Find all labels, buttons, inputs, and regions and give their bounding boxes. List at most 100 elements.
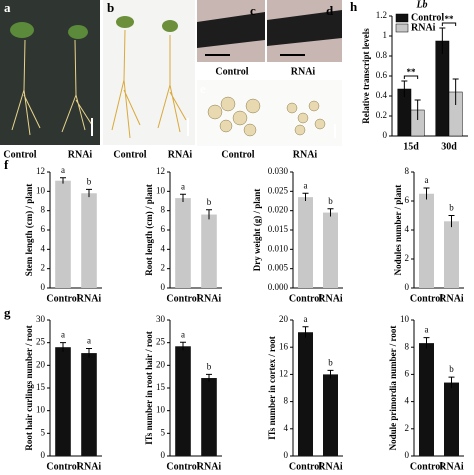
x-tick-label: 30d bbox=[441, 141, 457, 152]
y-tick-label: 12 bbox=[156, 166, 165, 176]
legend-label: Control bbox=[411, 12, 444, 23]
error-bar bbox=[448, 376, 455, 388]
leaf bbox=[10, 22, 34, 38]
significance-letter: b bbox=[328, 357, 333, 367]
y-tick-label: 8 bbox=[161, 205, 166, 215]
y-axis-label: Root hair curlings number / root bbox=[24, 325, 34, 450]
error-bar bbox=[439, 27, 446, 54]
x-tick-label: 15d bbox=[403, 141, 419, 152]
y-tick-label: 30 bbox=[156, 314, 166, 324]
y-axis-label: Nodules number / plant bbox=[393, 185, 403, 276]
bar bbox=[298, 197, 313, 288]
error-bar bbox=[302, 326, 309, 338]
significance-label: ** bbox=[407, 67, 417, 77]
significance-bracket bbox=[403, 75, 419, 79]
error-bar bbox=[86, 188, 92, 198]
y-tick-label: 6 bbox=[405, 195, 410, 205]
y-tick-label: 15 bbox=[156, 382, 166, 392]
bar bbox=[175, 198, 191, 288]
y-tick-label: 16 bbox=[279, 341, 289, 351]
y-tick-label: 4 bbox=[405, 396, 410, 406]
bar bbox=[201, 378, 217, 456]
bar bbox=[55, 180, 71, 288]
panel-letter: d bbox=[326, 3, 334, 18]
significance-letter: a bbox=[181, 181, 185, 191]
y-tick-label: 0 bbox=[284, 450, 289, 460]
y-tick-label: 6 bbox=[41, 224, 46, 234]
y-tick-label: 6 bbox=[161, 224, 166, 234]
legend-swatch bbox=[395, 13, 409, 23]
y-tick-label: 12 bbox=[36, 166, 45, 176]
y-tick-label: 10 bbox=[400, 314, 410, 324]
y-tick-label: 2 bbox=[161, 263, 166, 273]
y-axis-label: Dry weight (g) / plant bbox=[252, 189, 262, 272]
x-tick-label: RNAi bbox=[77, 461, 102, 472]
y-tick-label: 0.4 bbox=[376, 90, 388, 100]
significance-letter: a bbox=[304, 314, 308, 324]
error-bar bbox=[414, 99, 421, 120]
error-bar bbox=[206, 209, 212, 220]
error-bar bbox=[401, 80, 408, 97]
y-tick-label: 0.6 bbox=[376, 70, 388, 80]
bar bbox=[81, 193, 97, 288]
y-tick-label: 20 bbox=[279, 314, 289, 324]
photo-label: Control bbox=[113, 149, 146, 160]
bar bbox=[201, 214, 217, 288]
y-tick-label: 0.8 bbox=[376, 50, 388, 60]
photo-label: Control bbox=[3, 149, 36, 160]
y-tick-label: 0.010 bbox=[268, 243, 289, 253]
x-tick-label: RNAi bbox=[197, 293, 222, 304]
bar bbox=[323, 374, 338, 456]
y-tick-label: 10 bbox=[36, 185, 46, 195]
bar bbox=[419, 193, 434, 288]
bar bbox=[298, 332, 313, 456]
significance-letter: b bbox=[207, 361, 212, 371]
bar bbox=[175, 346, 191, 456]
error-bar bbox=[423, 337, 430, 349]
y-tick-label: 8 bbox=[405, 166, 410, 176]
legend-swatch bbox=[395, 23, 409, 33]
y-tick-label: 12 bbox=[279, 368, 288, 378]
y-tick-label: 4 bbox=[161, 243, 166, 253]
significance-letter: a bbox=[304, 180, 308, 190]
y-tick-label: 0.030 bbox=[268, 166, 289, 176]
y-tick-label: 20 bbox=[36, 359, 46, 369]
photo-label: RNAi bbox=[291, 66, 316, 77]
y-tick-label: 0 bbox=[41, 282, 46, 292]
y-tick-label: 0.2 bbox=[376, 110, 387, 120]
error-bar bbox=[448, 215, 455, 228]
photo-label: RNAi bbox=[68, 149, 93, 160]
bar bbox=[55, 347, 71, 456]
y-tick-label: 20 bbox=[156, 359, 166, 369]
x-tick-label: RNAi bbox=[439, 461, 464, 472]
panel-letter: e bbox=[200, 81, 206, 96]
significance-letter: b bbox=[87, 176, 92, 186]
x-tick-label: Control bbox=[289, 293, 322, 304]
significance-letter: a bbox=[87, 336, 91, 346]
significance-letter: a bbox=[181, 329, 185, 339]
error-bar bbox=[423, 187, 430, 200]
root-d bbox=[267, 10, 342, 46]
photo-label: RNAi bbox=[168, 149, 193, 160]
y-tick-label: 10 bbox=[156, 185, 166, 195]
error-bar bbox=[180, 341, 186, 351]
error-bar bbox=[327, 208, 334, 217]
y-tick-label: 2 bbox=[41, 263, 46, 273]
x-tick-label: RNAi bbox=[439, 293, 464, 304]
x-tick-label: RNAi bbox=[318, 461, 343, 472]
panel-letter: c bbox=[250, 3, 256, 18]
y-tick-label: 5 bbox=[41, 427, 46, 437]
y-tick-label: 0 bbox=[383, 130, 388, 140]
error-bar bbox=[452, 78, 459, 105]
x-tick-label: Control bbox=[289, 461, 322, 472]
y-tick-label: 0.005 bbox=[268, 263, 289, 273]
significance-letter: a bbox=[425, 325, 429, 335]
y-tick-label: 0 bbox=[161, 282, 166, 292]
y-tick-label: 0 bbox=[405, 450, 410, 460]
y-axis-label: Nodule primordia number / root bbox=[388, 326, 398, 451]
y-tick-label: 1 bbox=[383, 30, 388, 40]
y-tick-label: 0 bbox=[161, 450, 166, 460]
photo-a bbox=[0, 0, 100, 145]
x-tick-label: Control bbox=[410, 461, 443, 472]
